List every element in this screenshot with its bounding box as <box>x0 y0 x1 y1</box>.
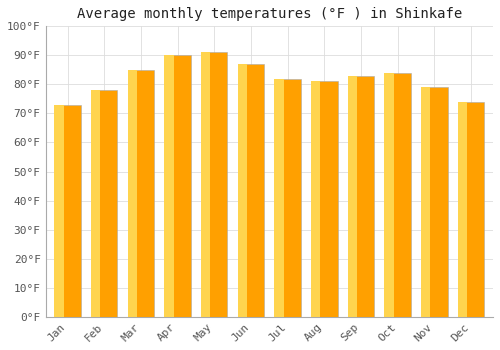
Bar <box>238 64 264 317</box>
Bar <box>311 82 338 317</box>
Bar <box>384 73 411 317</box>
Bar <box>238 64 247 317</box>
Bar <box>91 90 101 317</box>
Bar <box>348 76 374 317</box>
Bar <box>274 78 301 317</box>
Title: Average monthly temperatures (°F ) in Shinkafe: Average monthly temperatures (°F ) in Sh… <box>76 7 462 21</box>
Bar <box>311 82 320 317</box>
Bar <box>91 90 118 317</box>
Bar <box>201 52 228 317</box>
Bar <box>384 73 394 317</box>
Bar <box>128 70 154 317</box>
Bar <box>458 102 467 317</box>
Bar <box>54 105 81 317</box>
Bar <box>421 87 448 317</box>
Bar <box>164 55 191 317</box>
Bar <box>348 76 357 317</box>
Bar <box>274 78 283 317</box>
Bar <box>458 102 484 317</box>
Bar <box>164 55 173 317</box>
Bar <box>201 52 210 317</box>
Bar <box>128 70 137 317</box>
Bar <box>421 87 430 317</box>
Bar <box>54 105 64 317</box>
